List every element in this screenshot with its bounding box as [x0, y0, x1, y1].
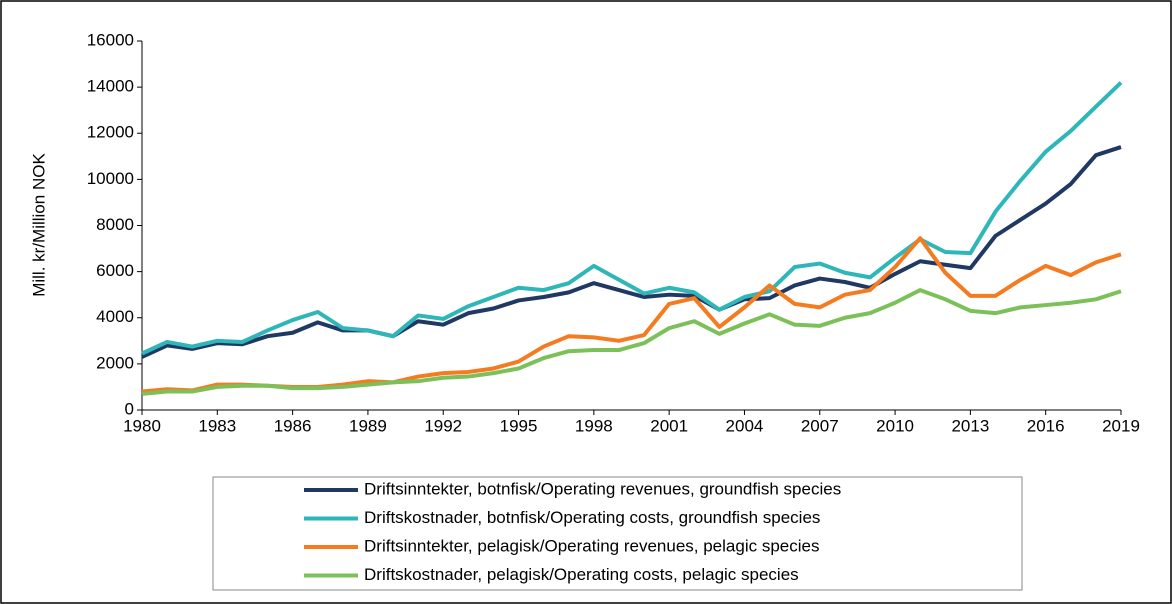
legend-label: Driftsinntekter, botnfisk/Operating reve…: [364, 479, 841, 498]
legend-label: Driftskostnader, botnfisk/Operating cost…: [364, 508, 820, 527]
x-tick-label: 2019: [1102, 416, 1140, 435]
x-tick-label: 2013: [951, 416, 989, 435]
y-tick-label: 6000: [96, 261, 134, 280]
x-tick-label: 1986: [274, 416, 312, 435]
x-tick-label: 1998: [575, 416, 613, 435]
y-tick-label: 2000: [96, 353, 134, 372]
y-tick-label: 0: [125, 399, 134, 418]
x-tick-label: 2007: [801, 416, 839, 435]
x-tick-label: 1989: [349, 416, 387, 435]
series-line: [141, 288, 1122, 396]
legend-label: Driftsinntekter, pelagisk/Operating reve…: [364, 536, 819, 555]
x-tick-label: 2010: [876, 416, 914, 435]
x-tick-label: 1980: [123, 416, 161, 435]
x-tick-label: 2016: [1027, 416, 1065, 435]
legend-box: [212, 476, 1023, 591]
y-tick-label: 12000: [87, 123, 134, 142]
x-tick-label: 1992: [424, 416, 462, 435]
y-tick-label: 10000: [87, 169, 134, 188]
x-tick-label: 2001: [650, 416, 688, 435]
x-tick-label: 1995: [500, 416, 538, 435]
y-tick-label: 16000: [87, 30, 134, 49]
y-axis-label: Mill. kr/Million NOK: [29, 153, 48, 297]
x-tick-label: 2004: [726, 416, 764, 435]
y-tick-label: 4000: [96, 307, 134, 326]
series-line: [141, 145, 1122, 359]
series-line: [141, 81, 1123, 356]
y-tick-label: 14000: [87, 77, 134, 96]
x-tick-label: 1983: [198, 416, 236, 435]
legend-label: Driftskostnader, pelagisk/Operating cost…: [364, 565, 799, 584]
y-tick-label: 8000: [96, 215, 134, 234]
